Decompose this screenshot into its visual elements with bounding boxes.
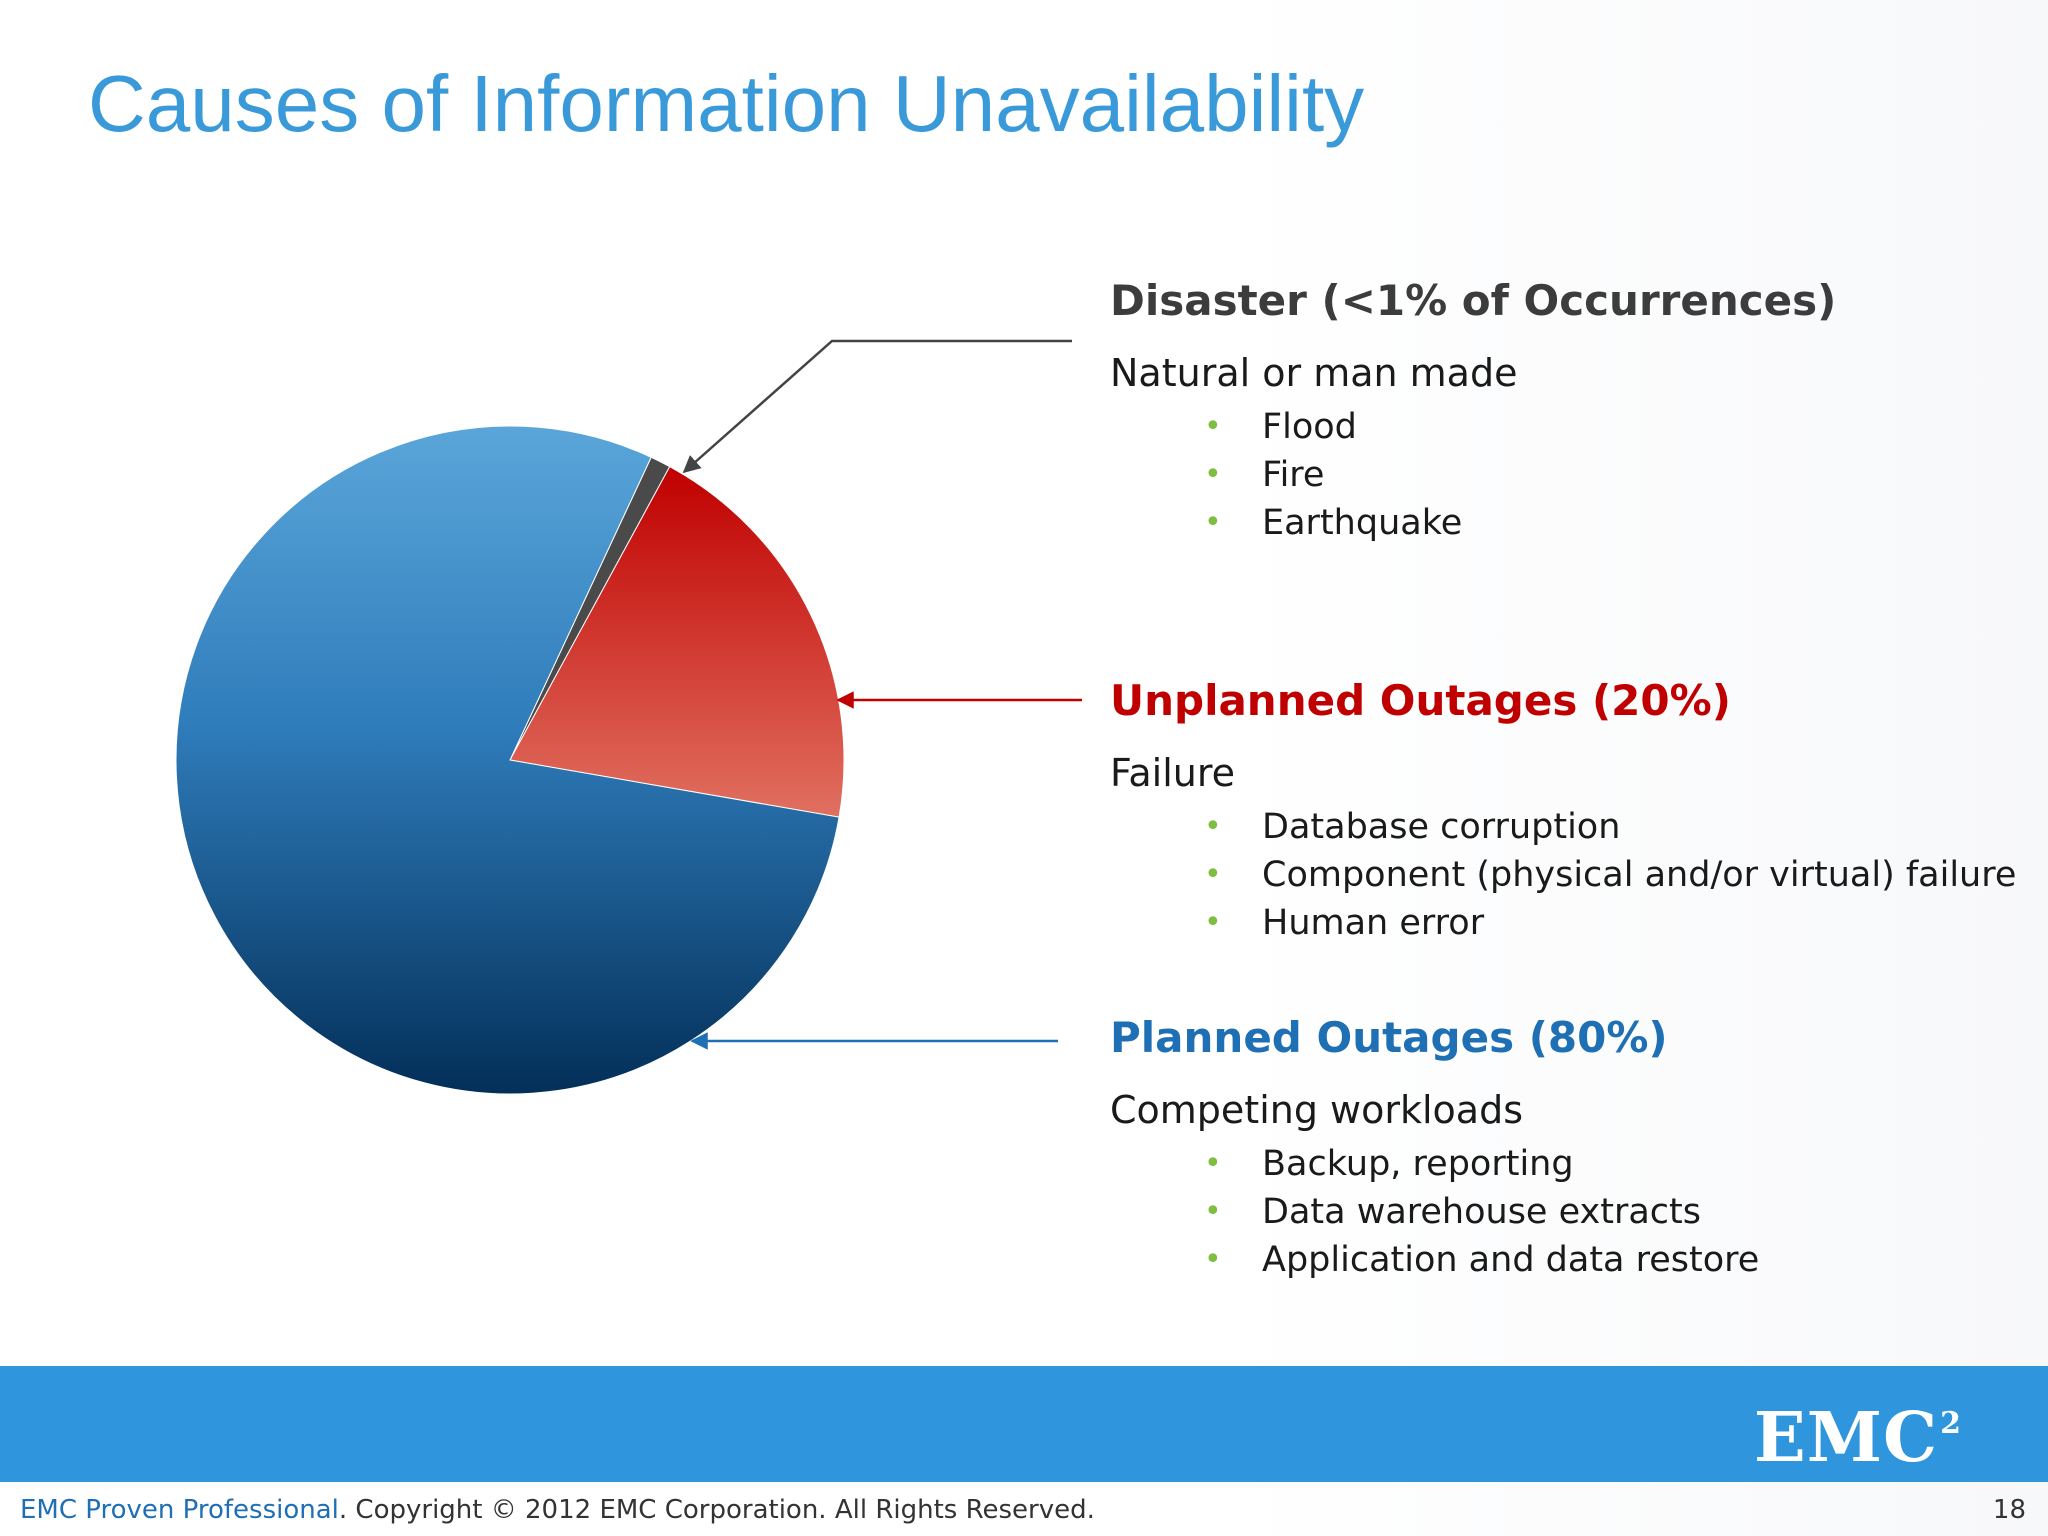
disaster-leader-line <box>682 339 1072 474</box>
list-item: • Backup, reporting <box>1204 1140 2010 1188</box>
list-item: • Fire <box>1204 451 2010 499</box>
page-number: 18 <box>1992 1495 2026 1525</box>
emc-logo: EMC2 <box>1753 1398 1962 1478</box>
planned-heading: Planned Outages (80%) <box>1110 1013 1668 1062</box>
unplanned-list: • Database corruption • Component (physica… <box>1110 803 2016 947</box>
disaster-subhead: Natural or man made <box>1110 351 1518 395</box>
footer-brand: EMC Proven Professional <box>20 1495 339 1525</box>
disaster-list: • Flood • Fire • Earthquake <box>1110 403 2010 547</box>
list-item: • Database corruption <box>1204 803 2010 851</box>
pie-slice-unplanned-outages <box>509 465 845 818</box>
unplanned-heading: Unplanned Outages (20%) <box>1110 676 1731 725</box>
list-item: • Component (physical and/or virtual) fai… <box>1204 851 2016 899</box>
bullet-icon: • <box>1204 1194 1222 1229</box>
planned-subhead: Competing workloads <box>1110 1088 1524 1132</box>
footer-band: EMC2 <box>0 1366 2048 1482</box>
bullet-icon: • <box>1204 409 1222 444</box>
list-item: • Flood <box>1204 403 2010 451</box>
bullet-icon: • <box>1204 809 1222 844</box>
planned-list: • Backup, reporting • Data warehouse extra… <box>1110 1140 2010 1284</box>
bullet-icon: • <box>1204 857 1222 892</box>
pie-slice-planned-outages <box>175 425 840 1095</box>
planned-section: Planned Outages (80%) Competing workload… <box>1110 1013 2010 1284</box>
pie-chart <box>175 339 1082 1095</box>
footer-copyright: EMC Proven Professional. Copyright © 201… <box>20 1495 1095 1525</box>
bullet-icon: • <box>1204 1146 1222 1181</box>
list-item: • Data warehouse extracts <box>1204 1188 2010 1236</box>
unplanned-section: Unplanned Outages (20%) Failure • Databas… <box>1110 676 2016 947</box>
bullet-icon: • <box>1204 1242 1222 1277</box>
list-item: • Human error <box>1204 899 2010 947</box>
bullet-icon: • <box>1204 505 1222 540</box>
slide-title: Causes of Information Unavailability <box>88 59 1365 148</box>
list-item: • Application and data restore <box>1204 1236 2010 1284</box>
disaster-heading: Disaster (<1% of Occurrences) <box>1110 276 1837 325</box>
bullet-icon: • <box>1204 457 1222 492</box>
copyright-text: . Copyright © 2012 EMC Corporation. All … <box>338 1495 1095 1525</box>
disaster-section: Disaster (<1% of Occurrences) Natural or… <box>1110 276 2010 547</box>
bullet-icon: • <box>1204 905 1222 940</box>
unplanned-subhead: Failure <box>1110 751 1236 795</box>
list-item: • Earthquake <box>1204 499 2010 547</box>
